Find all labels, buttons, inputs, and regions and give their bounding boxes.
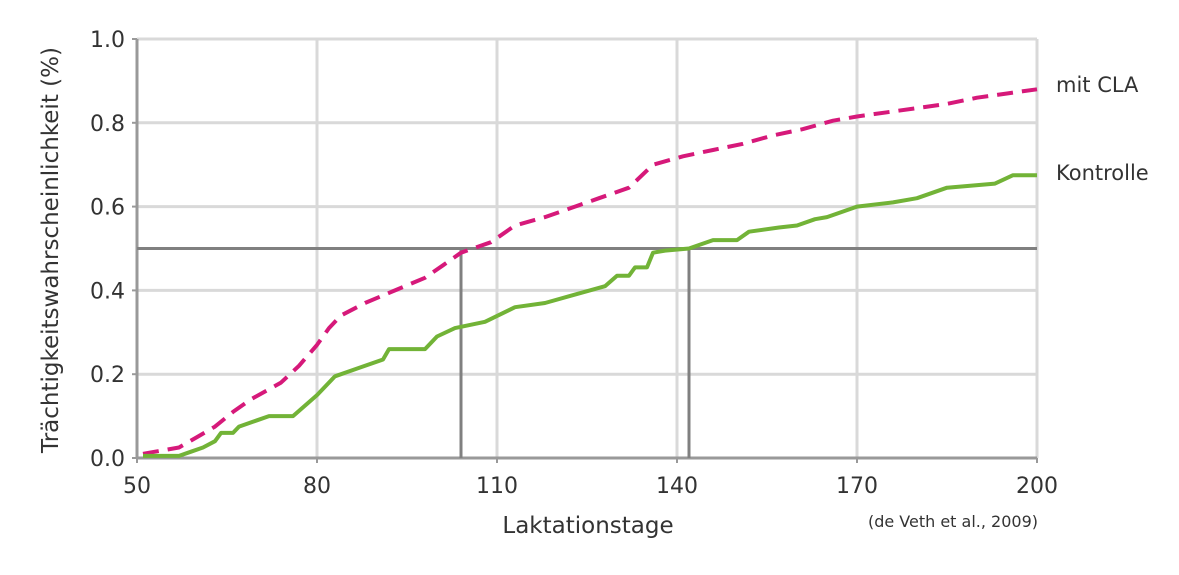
series-label-mit-cla: mit CLA [1056,73,1139,97]
x-tick-label: 50 [123,474,151,499]
x-tick-label: 140 [656,474,698,499]
y-tick-label: 0.2 [90,363,125,388]
y-axis-title: Trächtigkeitswahrscheinlichkeit (%) [38,47,64,454]
reference-lines-layer [137,247,1037,458]
x-tick-label: 80 [303,474,331,499]
x-tick-label: 200 [1016,474,1058,499]
y-tick-label: 0.4 [90,279,125,304]
source-citation: (de Veth et al., 2009) [868,512,1038,531]
series-line-kontrolle [143,173,1037,458]
y-tick-label: 0.8 [90,112,125,137]
series-line-mit-cla [142,87,1038,456]
x-axis-title: Laktationstage [502,513,673,539]
x-tick-label: 170 [836,474,878,499]
axes-layer [132,38,1038,463]
series-layer [142,87,1038,458]
tick-labels-layer: 50 80 110 140 170 200 0.0 0.2 0.4 0.6 0.8 1.0 [90,28,1058,499]
y-tick-label: 0.6 [90,196,125,221]
y-tick-label: 0.0 [90,447,125,472]
y-tick-label: 1.0 [90,28,125,53]
x-tick-label: 110 [476,474,518,499]
series-label-kontrolle: Kontrolle [1056,161,1149,185]
